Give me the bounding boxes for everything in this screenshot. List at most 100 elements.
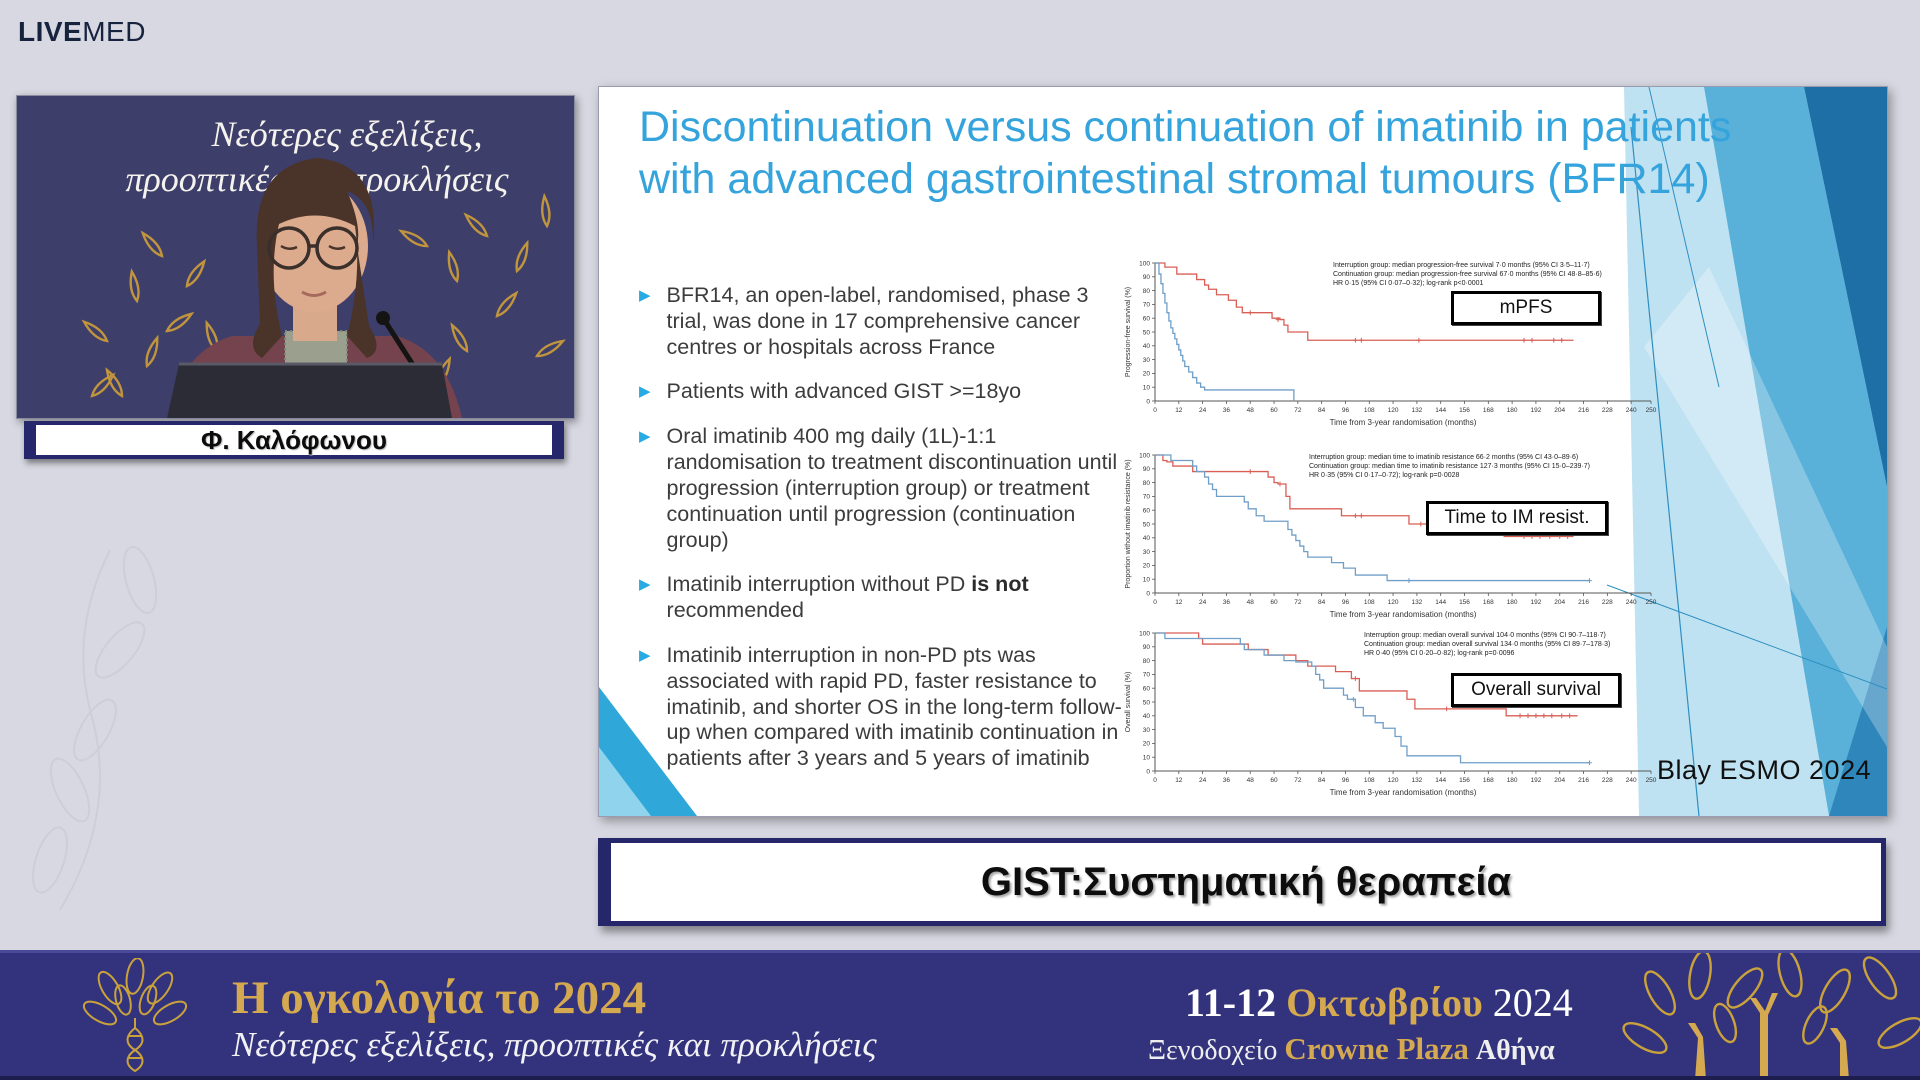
svg-text:144: 144 (1435, 777, 1446, 784)
svg-text:120: 120 (1388, 407, 1399, 414)
svg-text:HR 0·15 (95% CI 0·07–0·32); lo: HR 0·15 (95% CI 0·07–0·32); log-rank p<0… (1333, 280, 1483, 287)
svg-text:20: 20 (1143, 741, 1151, 748)
svg-text:Interruption group: median tim: Interruption group: median time to imati… (1309, 454, 1578, 461)
svg-text:60: 60 (1143, 316, 1151, 323)
svg-text:60: 60 (1143, 686, 1151, 693)
svg-text:10: 10 (1143, 577, 1151, 584)
svg-text:72: 72 (1294, 407, 1302, 414)
bullet-text: Imatinib interruption in non-PD pts was … (666, 642, 1122, 771)
svg-text:Overall survival (%): Overall survival (%) (1125, 672, 1132, 733)
svg-text:60: 60 (1270, 777, 1278, 784)
svg-text:24: 24 (1199, 599, 1207, 606)
livemed-logo-bold: LIVE (18, 16, 83, 47)
svg-text:0: 0 (1153, 407, 1157, 414)
svg-text:156: 156 (1459, 599, 1470, 606)
svg-text:108: 108 (1364, 777, 1375, 784)
svg-text:168: 168 (1483, 407, 1494, 414)
svg-text:192: 192 (1530, 599, 1541, 606)
footer-bottom-edge (0, 1076, 1920, 1080)
svg-text:84: 84 (1318, 407, 1326, 414)
svg-text:156: 156 (1459, 407, 1470, 414)
svg-text:192: 192 (1530, 777, 1541, 784)
svg-text:24: 24 (1199, 407, 1207, 414)
footer-date-year: 2024 (1492, 980, 1573, 1025)
bullet-text: BFR14, an open-label, randomised, phase … (666, 283, 1089, 359)
conference-footer: Η ογκολογία το 2024 Νεότερες εξελίξεις, … (0, 950, 1920, 1080)
svg-text:Continuation group: median tim: Continuation group: median time to imati… (1309, 463, 1590, 470)
svg-text:100: 100 (1139, 452, 1150, 459)
svg-text:240: 240 (1626, 599, 1637, 606)
svg-text:100: 100 (1139, 630, 1150, 637)
bullet-list: ▶ BFR14, an open-label, randomised, phase… (639, 283, 1131, 772)
bullet-item: ▶ BFR14, an open-label, randomised, phase… (639, 283, 1131, 360)
svg-text:0: 0 (1153, 777, 1157, 784)
svg-text:80: 80 (1143, 658, 1151, 665)
svg-text:70: 70 (1143, 494, 1151, 501)
svg-text:0: 0 (1146, 398, 1150, 405)
svg-text:84: 84 (1318, 777, 1326, 784)
footer-event-title: Η ογκολογία το 2024 (232, 972, 647, 1024)
svg-text:96: 96 (1342, 777, 1350, 784)
footer-tree-right (1622, 953, 1920, 1080)
svg-text:192: 192 (1530, 407, 1541, 414)
svg-text:60: 60 (1143, 508, 1151, 515)
footer-venue-city: Αθήνα (1475, 1035, 1555, 1066)
footer-venue-hotel: Crowne Plaza (1284, 1031, 1469, 1066)
svg-text:10: 10 (1143, 755, 1151, 762)
svg-text:48: 48 (1247, 599, 1255, 606)
speaker-video-frame: Νεότερες εξελίξεις, προοπτικές και προκλ… (17, 96, 574, 418)
bullet-triangle-icon: ▶ (639, 576, 651, 594)
svg-text:0: 0 (1146, 590, 1150, 597)
svg-text:HR 0·40 (95% CI 0·20–0·82); lo: HR 0·40 (95% CI 0·20–0·82); log-rank p=0… (1364, 650, 1514, 657)
svg-text:50: 50 (1143, 329, 1151, 336)
svg-text:132: 132 (1411, 777, 1422, 784)
svg-text:50: 50 (1143, 521, 1151, 528)
slide-content: Discontinuation versus continuation of i… (599, 87, 1887, 816)
svg-text:36: 36 (1223, 599, 1231, 606)
svg-text:12: 12 (1175, 599, 1183, 606)
livemed-logo-light: MED (82, 16, 146, 47)
svg-text:48: 48 (1247, 407, 1255, 414)
svg-text:Proportion without imatinib re: Proportion without imatinib resistance (… (1125, 459, 1132, 588)
svg-text:Progression-free survival (%): Progression-free survival (%) (1125, 287, 1132, 377)
svg-text:36: 36 (1223, 777, 1231, 784)
svg-text:0: 0 (1153, 599, 1157, 606)
svg-text:120: 120 (1388, 599, 1399, 606)
chart-label-box: Time to IM resist. (1426, 501, 1608, 535)
chart-label-box: mPFS (1451, 291, 1601, 325)
session-title-inner: GIST:Συστηματική θεραπεία (611, 843, 1881, 921)
svg-text:132: 132 (1411, 599, 1422, 606)
svg-text:80: 80 (1143, 480, 1151, 487)
chart-label-box: Overall survival (1451, 673, 1621, 707)
km-chart-overall-survival: 0 10 20 30 40 50 60 70 80 90 100 0 12 24 36 48 60 72 84 96 1… (1121, 621, 1661, 811)
svg-text:144: 144 (1435, 599, 1446, 606)
svg-text:72: 72 (1294, 777, 1302, 784)
bullet-text: Imatinib interruption without PD is not … (666, 572, 1029, 623)
bullet-text: Oral imatinib 400 mg daily (1L)-1:1 rand… (666, 424, 1118, 552)
footer-date-days: 11-12 (1185, 980, 1277, 1025)
bullet-item: ▶ Imatinib interruption without PD is not… (639, 572, 1131, 624)
svg-text:108: 108 (1364, 599, 1375, 606)
svg-text:24: 24 (1199, 777, 1207, 784)
footer-date-month: Οκτωβρίου (1286, 980, 1483, 1025)
svg-text:180: 180 (1507, 599, 1518, 606)
svg-text:250: 250 (1646, 777, 1657, 784)
svg-text:70: 70 (1143, 672, 1151, 679)
svg-text:90: 90 (1143, 466, 1151, 473)
km-plot: 0 10 20 30 40 50 60 70 80 90 100 0 12 24 36 48 60 72 84 96 1… (1125, 452, 1657, 619)
slide-citation: Blay ESMO 2024 (1657, 755, 1872, 785)
presentation-slide: Discontinuation versus continuation of i… (598, 86, 1888, 817)
svg-text:228: 228 (1602, 599, 1613, 606)
svg-text:20: 20 (1143, 563, 1151, 570)
footer-venue: Ξενοδοχείο Crowne Plaza Αθήνα (1148, 1031, 1555, 1067)
svg-text:96: 96 (1342, 599, 1350, 606)
svg-text:250: 250 (1646, 407, 1657, 414)
svg-text:36: 36 (1223, 407, 1231, 414)
svg-text:Continuation group: median pro: Continuation group: median progression-f… (1333, 271, 1602, 278)
svg-text:204: 204 (1554, 407, 1565, 414)
session-title: GIST:Συστηματική θεραπεία (980, 859, 1512, 904)
km-plot: 0 10 20 30 40 50 60 70 80 90 100 0 12 24 36 48 60 72 84 96 1… (1125, 260, 1657, 427)
svg-text:96: 96 (1342, 407, 1350, 414)
svg-text:60: 60 (1270, 407, 1278, 414)
